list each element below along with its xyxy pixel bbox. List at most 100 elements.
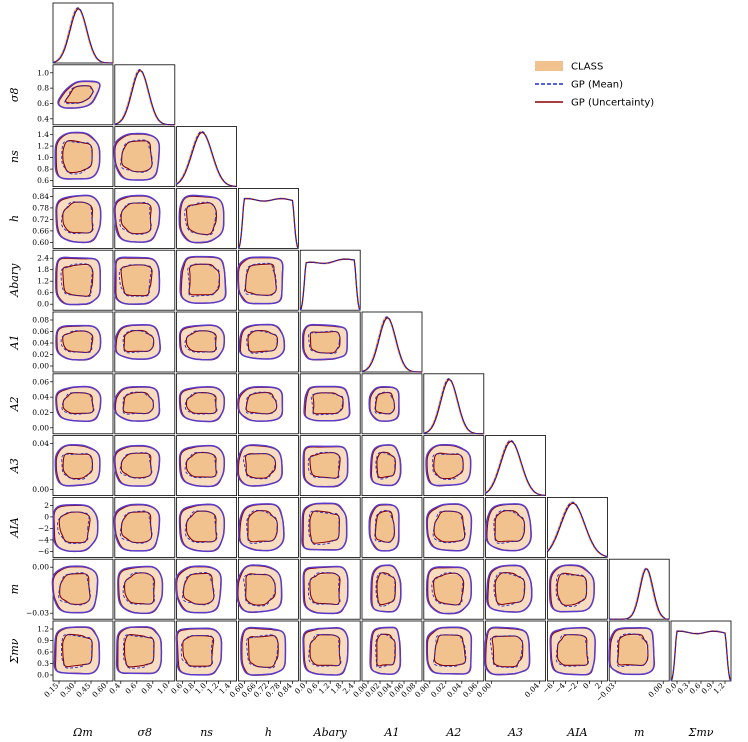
y-axis-label: A1 xyxy=(8,335,21,351)
class-contour-inner xyxy=(121,453,152,478)
panel-frame xyxy=(670,620,732,682)
y-tick-label: 1.2 xyxy=(37,277,49,286)
panel-Abary-ns xyxy=(176,249,238,311)
panel-m-A3 xyxy=(485,558,547,620)
panel-A3-A3 xyxy=(485,435,547,497)
class-contour-inner xyxy=(433,453,463,479)
class-contour-inner xyxy=(186,331,217,353)
class-marginal xyxy=(546,501,608,558)
mean-contour-inner xyxy=(244,262,277,297)
panel-m-m xyxy=(608,558,670,620)
y-tick-label: 0.0 xyxy=(37,671,49,680)
mean-contour-inner xyxy=(122,329,154,354)
mean-contour-outer xyxy=(178,386,226,423)
x-axis-label: A3 xyxy=(507,726,523,739)
y-tick-label: 0.84 xyxy=(32,192,49,201)
panel-ns-Ωm xyxy=(52,126,114,187)
mean-contour-outer xyxy=(113,503,161,552)
uncertainty-contour-inner xyxy=(433,452,464,480)
panel-Σmν-ns xyxy=(175,620,238,682)
uncertainty-contour-inner xyxy=(247,635,279,668)
mean-contour-inner xyxy=(243,573,276,607)
mean-contour-outer xyxy=(178,444,226,488)
mean-marginal xyxy=(114,69,175,126)
class-contour-inner xyxy=(377,573,396,604)
panel-σ8-Ωm xyxy=(52,64,114,126)
mean-contour-inner xyxy=(493,509,525,545)
class-contour-inner xyxy=(62,140,92,172)
panel-frame xyxy=(176,249,238,311)
class-contour-inner xyxy=(617,635,648,666)
uncertainty-contour-inner xyxy=(62,452,94,480)
mean-contour-outer xyxy=(57,80,101,109)
x-axis-label: AIA xyxy=(566,726,587,739)
y-tick-label: −4 xyxy=(38,535,49,544)
class-contour-inner xyxy=(121,141,151,172)
y-axis-label: A2 xyxy=(8,396,21,412)
legend-label: GP (Uncertainty) xyxy=(571,98,654,109)
panel-h-Ωm xyxy=(52,187,114,249)
panel-Σmν-σ8 xyxy=(114,620,176,682)
panel-frame xyxy=(299,311,361,373)
mean-contour-outer xyxy=(113,386,161,422)
mean-contour-outer xyxy=(370,564,402,613)
uncertainty-contour-inner xyxy=(58,511,91,544)
y-tick-label: 0.78 xyxy=(32,203,49,212)
panel-AIA-h xyxy=(237,496,299,558)
panel-frame xyxy=(52,311,114,373)
class-marginal xyxy=(237,197,299,249)
mean-contour-outer xyxy=(53,626,101,675)
mean-contour-inner xyxy=(555,573,587,608)
x-tick-label: 0.02 xyxy=(429,681,447,699)
panel-Σmν-A3 xyxy=(483,620,547,682)
panel-frame xyxy=(547,558,608,620)
y-tick-label: 0.06 xyxy=(32,377,49,386)
mean-marginal xyxy=(609,567,670,620)
class-contour-inner xyxy=(62,634,92,666)
class-contour-inner xyxy=(186,453,217,478)
mean-contour-inner xyxy=(184,201,217,236)
y-tick-label: 0.8 xyxy=(37,84,49,93)
mean-contour-outer xyxy=(54,131,101,180)
y-tick-label: −2 xyxy=(38,524,49,533)
mean-contour-inner xyxy=(308,510,340,546)
mean-marginal xyxy=(176,130,237,187)
panel-A2-ns xyxy=(176,373,238,435)
panel-frame xyxy=(423,496,485,558)
y-tick-label: 2 xyxy=(44,501,49,510)
class-contour-inner xyxy=(434,574,464,606)
panel-frame xyxy=(485,558,547,620)
uncertainty-contour-inner xyxy=(188,263,221,296)
panel-AIA-ns xyxy=(176,496,238,558)
mean-contour-outer xyxy=(179,255,227,304)
panel-Abary-h xyxy=(237,249,299,311)
y-tick-label: 0.3 xyxy=(37,659,49,668)
class-contour-inner xyxy=(183,636,214,667)
x-tick-label: 0.4 xyxy=(107,681,122,696)
mean-contour-inner xyxy=(180,635,214,668)
panel-frame xyxy=(423,558,485,620)
class-contour-inner xyxy=(188,264,219,295)
mean-contour-inner xyxy=(184,392,218,415)
mean-contour-outer xyxy=(301,502,348,551)
mean-contour-inner xyxy=(310,392,344,416)
class-contour-inner xyxy=(375,393,394,415)
class-contour-inner xyxy=(62,202,93,234)
panel-AIA-Ωm xyxy=(52,496,114,558)
mean-contour-inner xyxy=(375,633,396,669)
y-tick-label: 2.4 xyxy=(37,254,49,263)
mean-contour-outer xyxy=(237,386,284,422)
y-axis-label: m xyxy=(8,584,21,594)
panel-frame xyxy=(176,126,238,187)
mean-contour-inner xyxy=(61,452,93,480)
x-axis-label: m xyxy=(634,726,644,739)
panel-frame xyxy=(361,435,423,497)
mean-contour-inner xyxy=(616,633,649,668)
panel-frame xyxy=(237,311,299,373)
mean-marginal xyxy=(485,439,546,496)
x-tick-label: 0.60 xyxy=(90,681,108,699)
panel-Σmν-Σmν xyxy=(670,620,732,682)
panel-Σmν-Ωm xyxy=(52,620,114,682)
mean-contour-outer xyxy=(236,564,283,613)
class-contour-inner xyxy=(183,574,213,605)
